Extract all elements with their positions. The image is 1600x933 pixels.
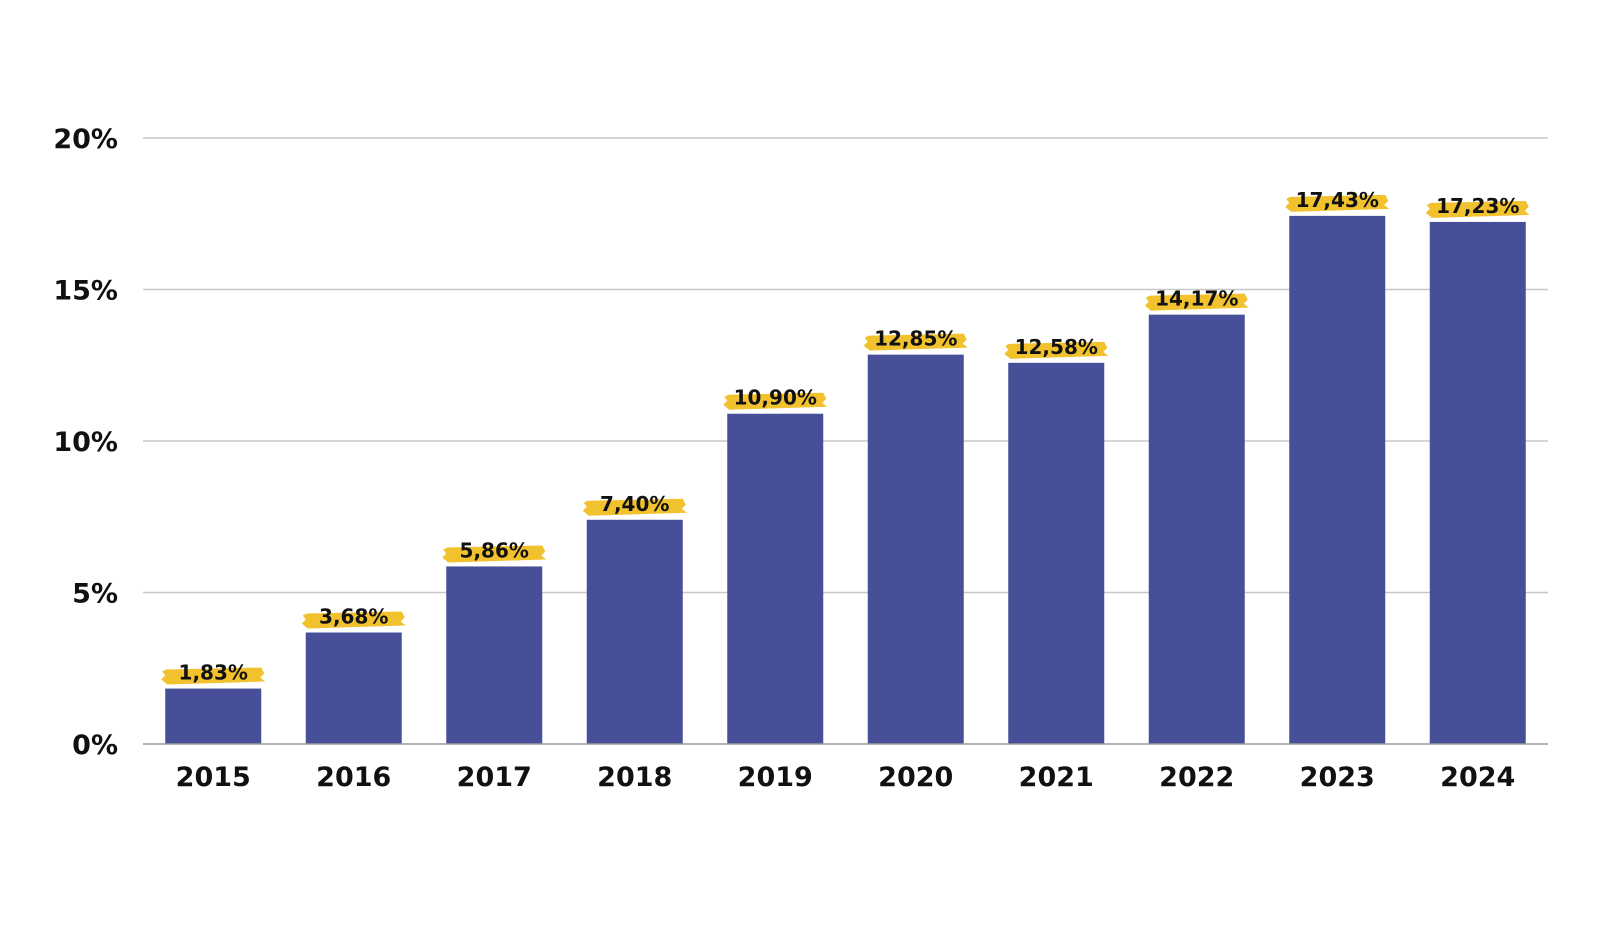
bars: 1,83% 3,68% 5,86% 7,40% 10,90% 12,85% 12,58% 14… xyxy=(161,188,1530,745)
bar-2024 xyxy=(1429,221,1526,744)
bar-2019 xyxy=(727,413,824,744)
data-label: 1,83% xyxy=(179,661,248,685)
x-category-label: 2016 xyxy=(316,762,391,793)
data-label: 10,90% xyxy=(734,386,817,410)
data-label-highlight xyxy=(863,333,968,351)
x-category-label: 2015 xyxy=(176,762,251,793)
data-label: 12,58% xyxy=(1015,335,1098,359)
data-label-highlight xyxy=(1144,293,1249,311)
data-label-highlight xyxy=(161,667,266,685)
data-label: 5,86% xyxy=(460,538,529,562)
bar-2017 xyxy=(446,566,543,744)
bar-2018 xyxy=(586,519,683,744)
data-label-highlight xyxy=(1285,194,1390,212)
y-tick-label: 10% xyxy=(53,427,118,458)
x-axis-category-labels: 2015 2016 2017 2018 2019 2020 2021 2022 2023 2024 xyxy=(176,762,1516,793)
bar-2022 xyxy=(1148,314,1245,744)
data-label-highlight xyxy=(723,392,828,410)
data-label-highlight xyxy=(582,498,687,516)
data-label-highlight xyxy=(301,611,406,629)
y-axis-tick-labels: 0% 5% 10% 15% 20% xyxy=(53,124,118,761)
bar-2020 xyxy=(867,354,964,744)
x-category-label: 2018 xyxy=(597,762,672,793)
data-label: 12,85% xyxy=(874,327,957,351)
x-category-label: 2017 xyxy=(457,762,532,793)
x-category-label: 2024 xyxy=(1440,762,1515,793)
x-category-label: 2022 xyxy=(1159,762,1234,793)
bar-2015 xyxy=(165,688,262,744)
data-label-highlight xyxy=(442,545,547,563)
bar-2016 xyxy=(305,632,402,744)
data-label: 17,43% xyxy=(1296,188,1379,212)
data-label: 7,40% xyxy=(600,492,669,516)
x-category-label: 2019 xyxy=(738,762,813,793)
data-label-highlight xyxy=(1004,341,1109,359)
data-label: 17,23% xyxy=(1436,194,1519,218)
x-category-label: 2021 xyxy=(1019,762,1094,793)
data-label-highlight xyxy=(1425,200,1530,218)
bar-2021 xyxy=(1008,362,1105,744)
data-label: 14,17% xyxy=(1155,287,1238,311)
y-tick-label: 20% xyxy=(53,124,118,155)
x-category-label: 2023 xyxy=(1300,762,1375,793)
y-tick-label: 0% xyxy=(72,730,118,761)
x-category-label: 2020 xyxy=(878,762,953,793)
bar-2023 xyxy=(1289,215,1386,745)
data-label: 3,68% xyxy=(319,604,388,628)
y-tick-label: 5% xyxy=(72,579,118,610)
y-tick-label: 15% xyxy=(53,276,118,307)
